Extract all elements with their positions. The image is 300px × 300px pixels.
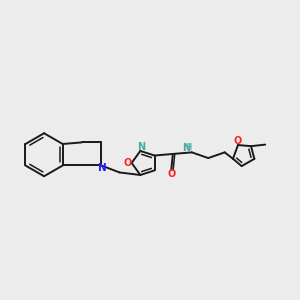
Text: N: N	[137, 142, 145, 152]
Text: H: H	[185, 143, 191, 152]
Text: O: O	[233, 136, 242, 146]
Text: O: O	[167, 169, 176, 178]
Text: N: N	[98, 163, 106, 173]
Text: O: O	[124, 158, 132, 168]
Text: N: N	[182, 143, 190, 153]
